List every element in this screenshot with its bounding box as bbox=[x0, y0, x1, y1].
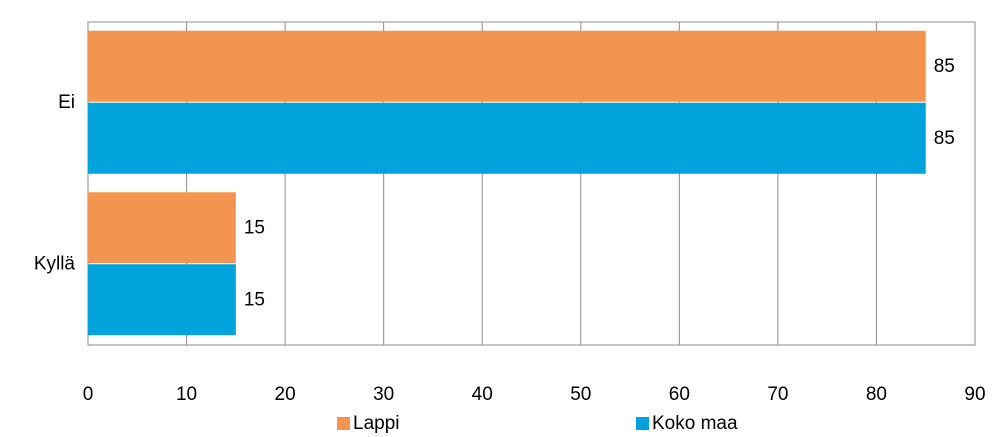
data-label: 85 bbox=[934, 128, 955, 149]
x-tick-label: 90 bbox=[964, 384, 985, 405]
legend-label: Koko maa bbox=[652, 413, 738, 434]
bar bbox=[88, 264, 236, 336]
x-tick-label: 40 bbox=[472, 384, 493, 405]
x-tick-label: 80 bbox=[866, 384, 887, 405]
x-tick-label: 20 bbox=[275, 384, 296, 405]
y-tick-label: Ei bbox=[58, 92, 75, 113]
legend-swatch bbox=[636, 417, 649, 430]
data-label: 15 bbox=[244, 289, 265, 310]
legend-swatch bbox=[337, 417, 350, 430]
data-label: 85 bbox=[934, 56, 955, 77]
x-tick-label: 10 bbox=[176, 384, 197, 405]
x-tick-label: 30 bbox=[373, 384, 394, 405]
x-tick-label: 0 bbox=[83, 384, 94, 405]
x-tick-label: 60 bbox=[669, 384, 690, 405]
y-tick-label: Kyllä bbox=[34, 253, 76, 274]
bar bbox=[88, 30, 926, 102]
legend-label: Lappi bbox=[353, 413, 400, 434]
bar bbox=[88, 102, 926, 174]
x-tick-label: 70 bbox=[767, 384, 788, 405]
data-label: 15 bbox=[244, 217, 265, 238]
bar bbox=[88, 192, 236, 264]
x-tick-label: 50 bbox=[570, 384, 591, 405]
